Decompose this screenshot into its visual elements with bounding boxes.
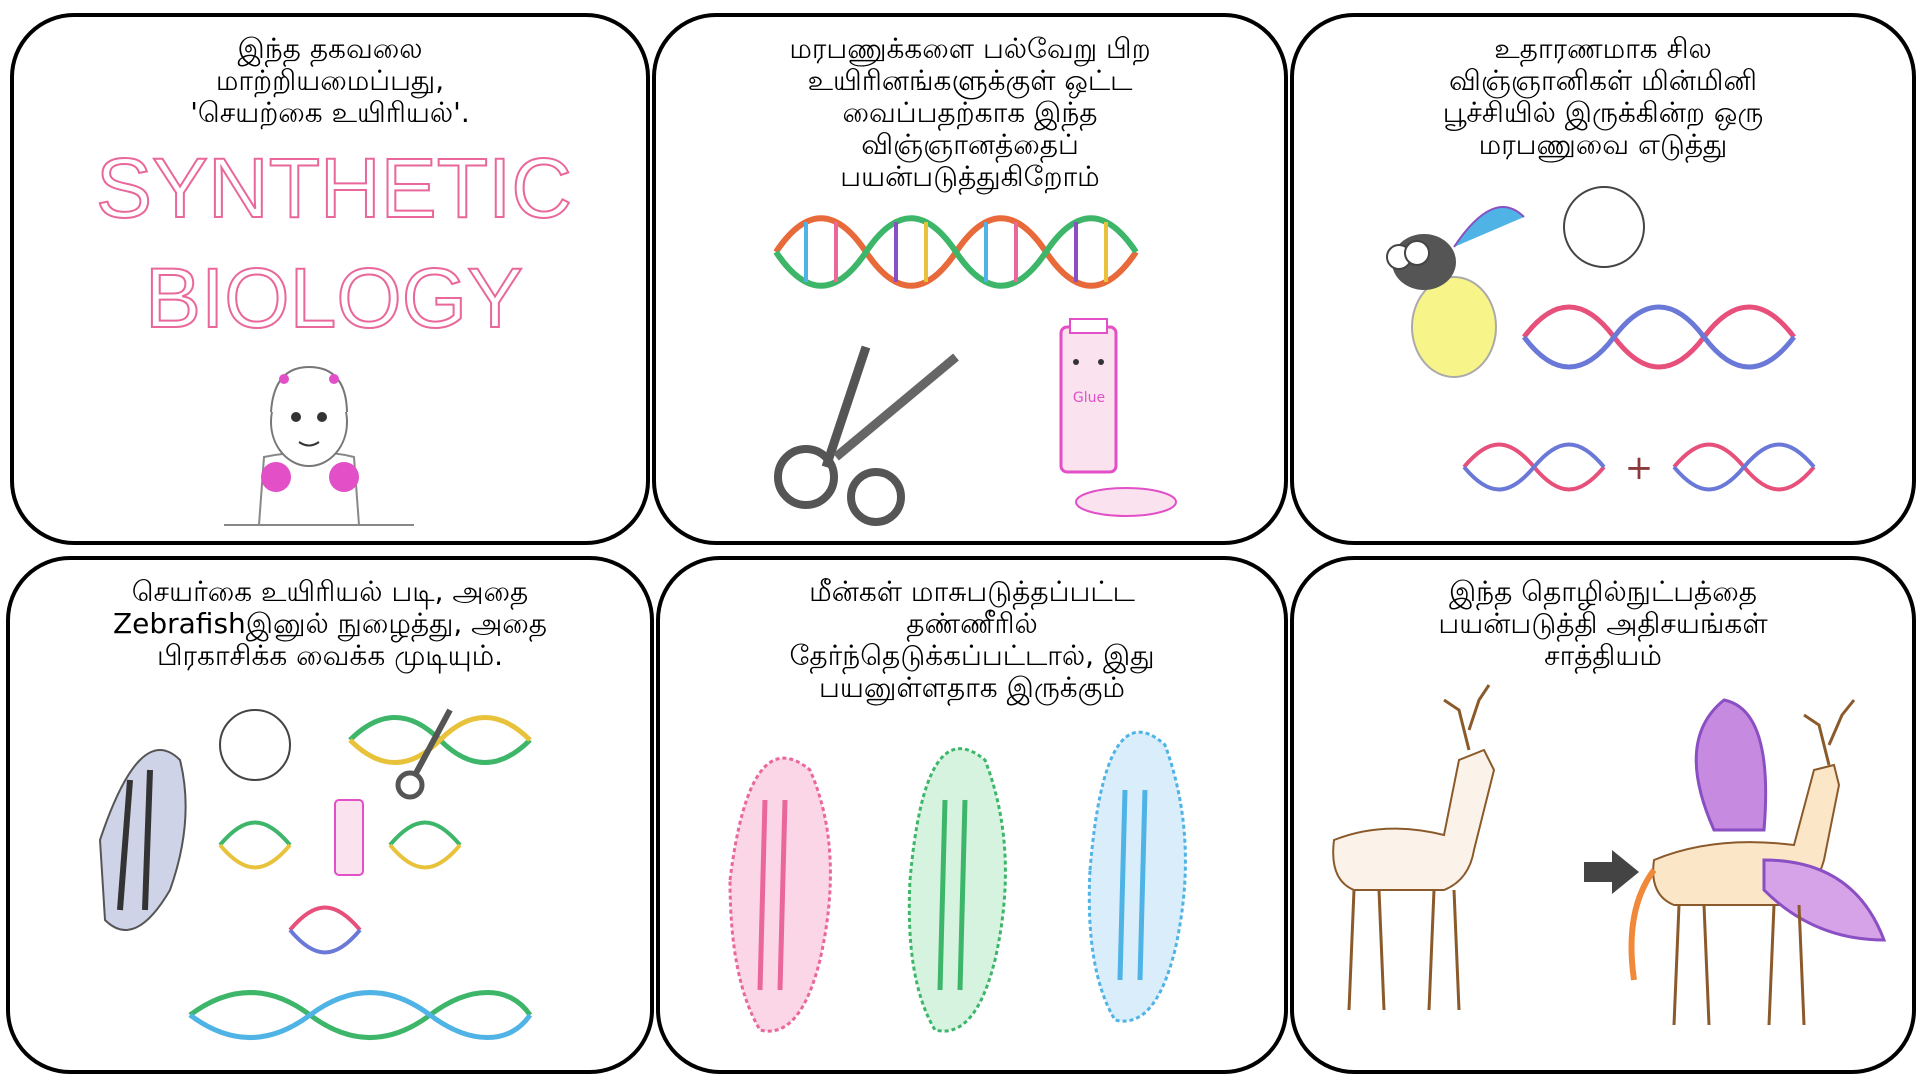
panel-glowing-fish: மீன்கள் மாசுபடுத்தப்பட்ட தண்ணீரில் தேர்ந… <box>656 556 1288 1074</box>
panel-gene-splicing: மரபணுக்களை பல்வேறு பிற உயிரினங்களுக்குள்… <box>652 13 1288 545</box>
panel-firefly-gene: உதாரணமாக சில விஞ்ஞானிகள் மின்மினி பூச்சி… <box>1290 13 1916 545</box>
art-title-line1: SYNTHETIC <box>96 141 572 235</box>
caption-line: தேர்ந்தெடுக்கப்பட்டால், இது <box>789 639 1155 672</box>
dna-helix-icon <box>773 215 1139 289</box>
synthetic-biology-illustration: SYNTHETIC BIOLOGY <box>95 140 573 526</box>
pink-fish-icon <box>728 756 832 1033</box>
winged-deer-icon <box>1628 698 1887 1026</box>
caption-line: பூச்சியில் இருக்கின்ற ஒரு <box>1442 96 1764 129</box>
zebrafish-gene-illustration <box>98 708 533 1040</box>
deer-icon <box>1332 684 1496 1011</box>
caption-line: மரபணுவை எடுத்து <box>1478 128 1728 161</box>
gene-splicing-illustration: Glue <box>773 215 1177 526</box>
zebrafish-icon <box>98 749 187 931</box>
caption-line: பயனுள்ளதாக இருக்கும் <box>819 671 1125 704</box>
panel-zebrafish-gene: செயர்கை உயிரியல் படி, அதை Zebrafishஇனுல்… <box>6 556 654 1074</box>
panel-caption: உதாரணமாக சில விஞ்ஞானிகள் மின்மினி பூச்சி… <box>1294 33 1912 161</box>
caption-line: உதாரணமாக சில <box>1494 32 1712 65</box>
caption-line: மரபணுக்களை பல்வேறு பிற <box>789 32 1151 65</box>
gene-zoom-circle <box>219 709 291 781</box>
caption-line: Zebrafishஇனுல் நுழைத்து, அதை <box>112 607 548 640</box>
glue-tube-icon <box>334 799 364 876</box>
caption-line: இந்த தொழில்நுட்பத்தை <box>1448 575 1758 608</box>
caption-line: தண்ணீரில் <box>906 607 1038 640</box>
panel-deer-wings: இந்த தொழில்நுட்பத்தை பயன்படுத்தி அதிசயங்… <box>1290 556 1916 1074</box>
dna-helix-icon <box>188 715 533 1040</box>
scissors-icon <box>395 708 453 800</box>
panel-caption: இந்த தொழில்நுட்பத்தை பயன்படுத்தி அதிசயங்… <box>1294 576 1912 672</box>
blue-fish-icon <box>1087 730 1187 1023</box>
caption-line: 'செயற்கை உயிரியல்'. <box>190 96 470 129</box>
caption-line: சாத்தியம் <box>1544 639 1662 672</box>
panel-caption: மரபணுக்களை பல்வேறு பிற உயிரினங்களுக்குள்… <box>656 33 1284 193</box>
caption-line: செயர்கை உயிரியல் படி, அதை <box>131 575 529 608</box>
glue-label: Glue <box>1073 390 1105 406</box>
gene-zoom-circle <box>1563 186 1645 268</box>
art-title-line2: BIOLOGY <box>145 251 523 345</box>
caption-line: மாற்றியமைப்பது, <box>215 64 445 97</box>
caption-line: வைப்பதற்காக இந்த <box>842 96 1098 129</box>
panel-caption: மீன்கள் மாசுபடுத்தப்பட்ட தண்ணீரில் தேர்ந… <box>660 576 1284 704</box>
firefly-icon <box>1386 206 1525 378</box>
caption-line: இந்த தகவலை <box>237 32 423 65</box>
panel-synthetic-biology: இந்த தகவலை மாற்றியமைப்பது, 'செயற்கை உயிர… <box>10 13 650 545</box>
caption-line: உயிரினங்களுக்குள் ஒட்ட <box>807 64 1133 97</box>
green-fish-icon <box>907 747 1007 1033</box>
arrow-right-icon <box>1584 850 1639 894</box>
glowing-fish-illustration <box>728 730 1187 1033</box>
caption-line: விஞ்ஞானிகள் மின்மினி <box>1449 64 1757 97</box>
plus-sign: + <box>1625 448 1654 488</box>
caption-line: பயன்படுத்தி அதிசயங்கள் <box>1438 607 1768 640</box>
deer-wings-illustration <box>1332 684 1887 1026</box>
dna-helix-icon <box>1462 304 1816 492</box>
panel-caption: செயர்கை உயிரியல் படி, அதை Zebrafishஇனுல்… <box>10 576 650 672</box>
caption-line: மீன்கள் மாசுபடுத்தப்பட்ட <box>809 575 1135 608</box>
girl-drawing <box>224 365 414 526</box>
glue-tube-icon: Glue <box>1059 318 1177 517</box>
firefly-gene-illustration: + <box>1386 186 1816 492</box>
caption-line: பிரகாசிக்க வைக்க முடியும். <box>156 639 504 672</box>
scissors-icon <box>774 345 959 526</box>
panel-caption: இந்த தகவலை மாற்றியமைப்பது, 'செயற்கை உயிர… <box>14 33 646 129</box>
caption-line: பயன்படுத்துகிறோம் <box>840 160 1100 193</box>
caption-line: விஞ்ஞானத்தைப் <box>861 128 1079 161</box>
